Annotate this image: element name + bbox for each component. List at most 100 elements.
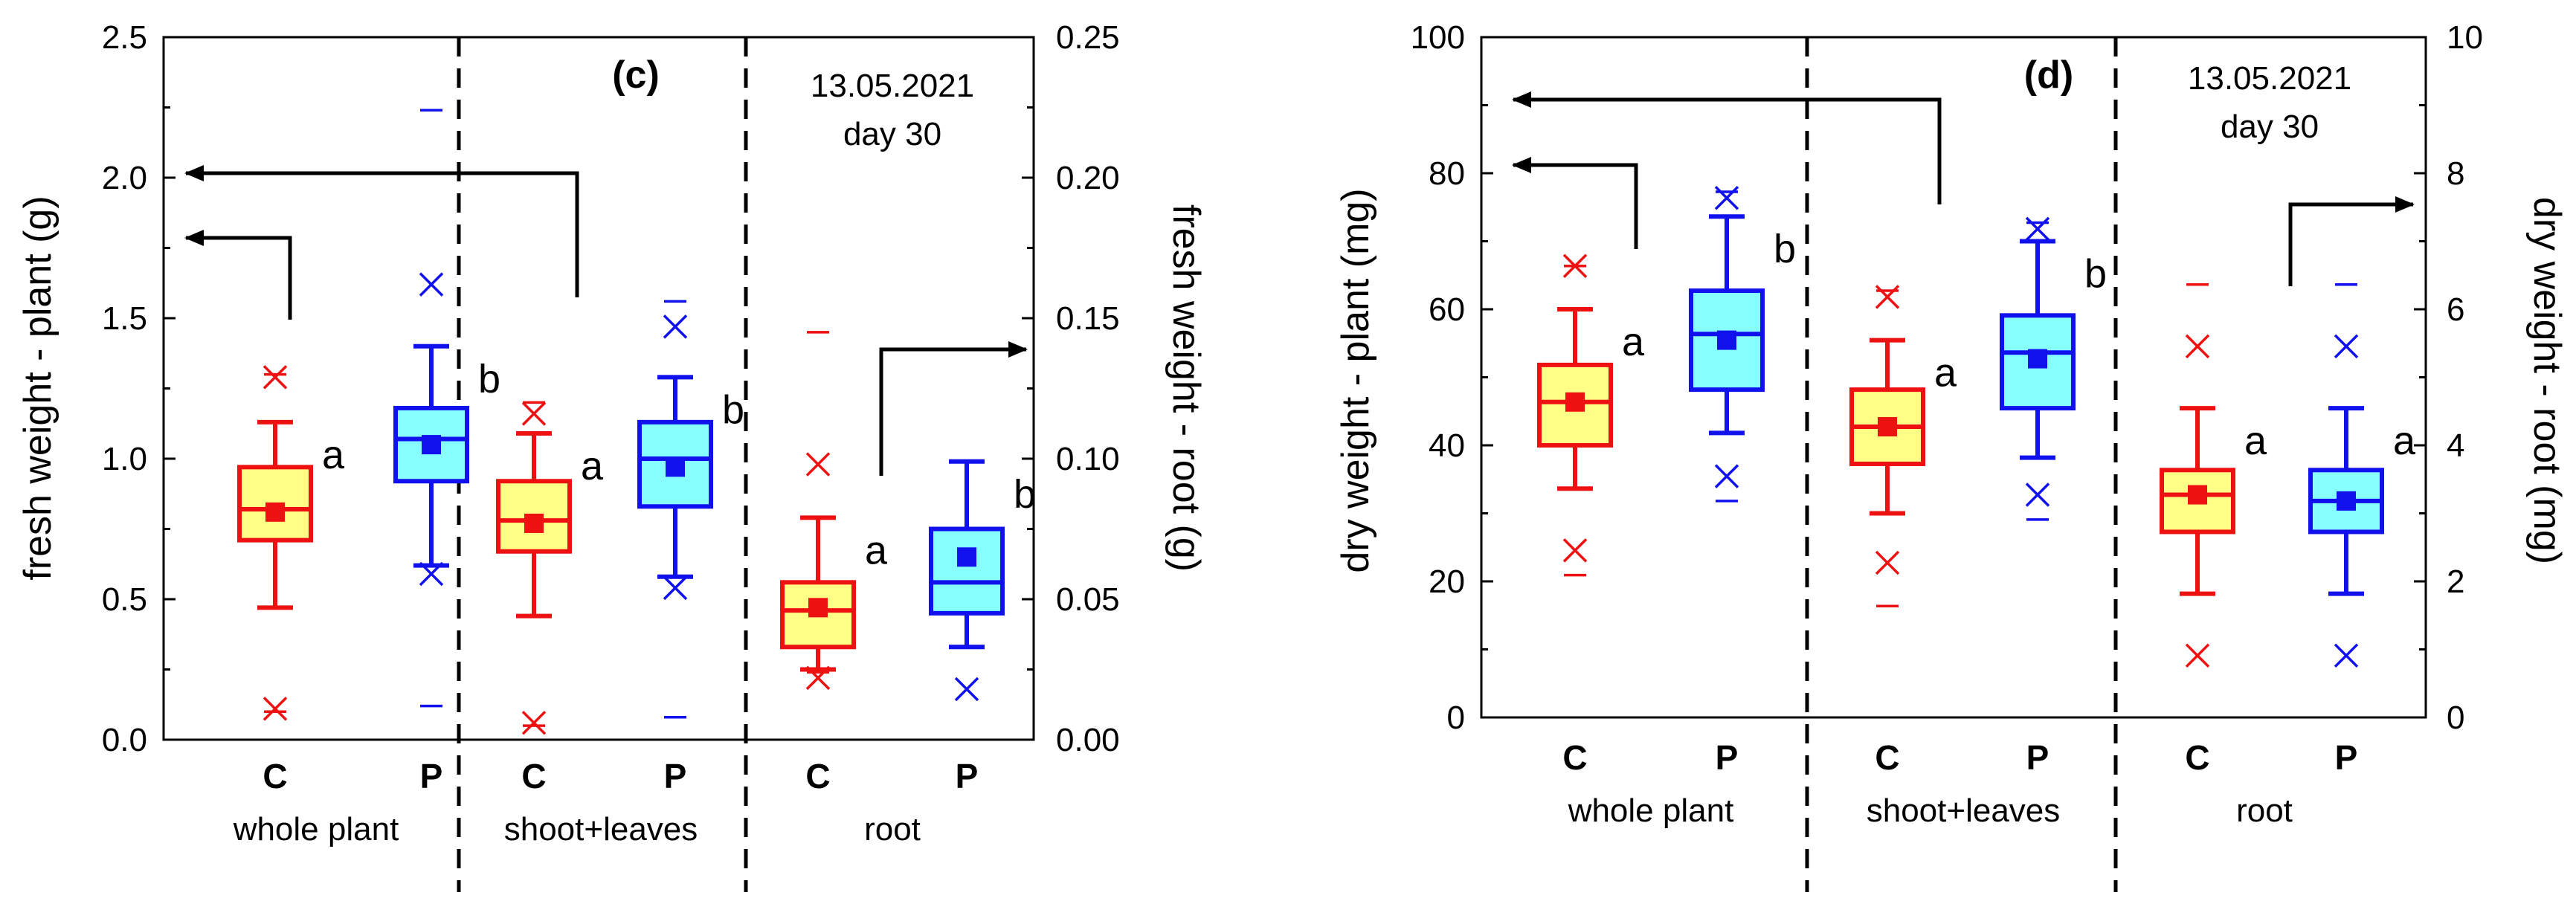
right-tick-label: 2	[2447, 564, 2464, 600]
significance-letter: a	[865, 528, 888, 572]
right-tick-label: 0.10	[1056, 441, 1120, 477]
mean-marker	[265, 502, 285, 522]
left-tick-label: 100	[1411, 19, 1465, 56]
significance-letter: b	[478, 357, 500, 401]
panel-label: (c)	[612, 54, 660, 97]
right-tick-label: 0.15	[1056, 300, 1120, 337]
percentile-high-marker	[805, 452, 831, 477]
left-tick-label: 20	[1429, 564, 1465, 600]
percentile-low-marker	[954, 677, 979, 702]
right-tick-label: 6	[2447, 291, 2464, 328]
percentile-low-marker	[1714, 464, 1739, 488]
category-label: C	[1875, 738, 1899, 777]
mean-marker	[2188, 485, 2207, 505]
y-axis-left-label: fresh weight - plant (g)	[16, 196, 59, 580]
mean-marker	[2028, 349, 2047, 369]
box-shoot-leaves-P: b	[637, 300, 744, 719]
significance-letter: b	[722, 387, 744, 432]
group-label: root	[864, 811, 921, 848]
mean-marker	[957, 547, 976, 567]
percentile-low-marker	[2334, 643, 2359, 668]
box-shoot-leaves-C: a	[496, 401, 604, 735]
left-tick-label: 0.0	[102, 722, 147, 758]
category-label: C	[2185, 738, 2209, 777]
y-axis-right-label: dry weight - root (mg)	[2525, 197, 2569, 564]
box-root-P: a	[2308, 282, 2416, 668]
significance-letter: b	[1014, 472, 1036, 517]
box-whole-plant-P: b	[1689, 186, 1796, 503]
left-tick-label: 40	[1429, 427, 1465, 464]
percentile-high-marker	[521, 401, 547, 426]
percentile-high-marker	[663, 314, 688, 339]
axis-pointer-arrow-1	[1512, 157, 1638, 249]
box-whole-plant-P: b	[393, 109, 500, 708]
percentile-high-marker	[2185, 334, 2210, 359]
percentile-high-marker	[1714, 186, 1739, 210]
group-label: whole plant	[233, 811, 399, 848]
percentile-low-marker	[2185, 643, 2210, 668]
right-tick-label: 8	[2447, 155, 2464, 192]
percentile-high-marker	[419, 272, 444, 297]
left-tick-label: 2.5	[102, 19, 147, 56]
right-tick-label: 0	[2447, 700, 2464, 736]
percentile-high-marker	[2025, 216, 2050, 242]
percentile-low-marker	[1562, 538, 1588, 563]
right-tick-label: 10	[2447, 19, 2483, 56]
significance-letter: a	[2244, 419, 2267, 463]
mean-marker	[1878, 417, 1897, 437]
box-whole-plant-C: a	[237, 365, 345, 721]
left-tick-label: 80	[1429, 155, 1465, 192]
y-axis-left-label: dry weight - plant (mg)	[1334, 188, 1377, 572]
category-label: P	[2335, 738, 2358, 777]
mean-marker	[422, 435, 441, 455]
axis-pointer-arrow-2	[184, 165, 579, 297]
day-annotation: day 30	[843, 116, 941, 152]
category-label: P	[956, 757, 979, 795]
left-tick-label: 1.5	[102, 300, 147, 337]
panel-d: 0 20 40 60 80 100 0 2 4 6 8 10 dry weight - plant (m…	[1334, 19, 2569, 892]
right-tick-label: 0.00	[1056, 722, 1120, 758]
left-tick-label: 2.0	[102, 160, 147, 196]
right-tick-label: 0.20	[1056, 160, 1120, 196]
percentile-high-marker	[263, 365, 288, 390]
day-annotation: day 30	[2221, 109, 2319, 145]
date-annotation: 13.05.2021	[811, 68, 974, 104]
percentile-high-marker	[1875, 285, 1900, 309]
axis-pointer-arrow-2	[1512, 91, 1942, 204]
axis-pointer-arrow-3	[879, 341, 1028, 476]
mean-marker	[524, 513, 544, 533]
box-iqr	[929, 526, 1005, 616]
significance-letter: a	[2393, 419, 2416, 463]
percentile-high-marker	[2334, 334, 2359, 359]
significance-letter: a	[1934, 351, 1957, 396]
percentile-low-marker	[521, 711, 547, 735]
category-label: P	[420, 757, 443, 795]
box-iqr	[2160, 468, 2235, 535]
box-shoot-leaves-P: b	[2000, 216, 2107, 521]
left-tick-label: 1.0	[102, 441, 147, 477]
axis-pointer-arrow-1	[184, 230, 292, 320]
box-shoot-leaves-C: a	[1849, 285, 1957, 608]
percentile-low-marker	[805, 665, 831, 691]
percentile-low-marker	[2025, 482, 2050, 507]
percentile-low-marker	[419, 561, 444, 587]
significance-letter: b	[2084, 252, 2107, 297]
group-label: shoot+leaves	[504, 811, 698, 848]
percentile-low-marker	[1875, 550, 1900, 575]
significance-letter: a	[1622, 320, 1645, 364]
mean-marker	[2337, 491, 2356, 511]
panel-label: (d)	[2024, 54, 2073, 97]
significance-letter: a	[322, 433, 345, 477]
panel-c: 0.0 0.5 1.0 1.5 2.0 2.5 0.00 0.05 0.10 0.15 0.20 0.…	[16, 19, 1208, 892]
group-label: whole plant	[1568, 792, 1734, 829]
right-tick-label: 0.05	[1056, 581, 1120, 618]
mean-marker	[1565, 392, 1585, 412]
percentile-low-marker	[263, 697, 288, 721]
category-label: C	[263, 757, 287, 795]
right-tick-label: 4	[2447, 427, 2464, 464]
axis-pointer-arrow-3	[2288, 196, 2415, 286]
right-tick-label: 0.25	[1056, 19, 1120, 56]
left-tick-label: 0	[1447, 700, 1465, 736]
mean-marker	[1717, 330, 1736, 350]
